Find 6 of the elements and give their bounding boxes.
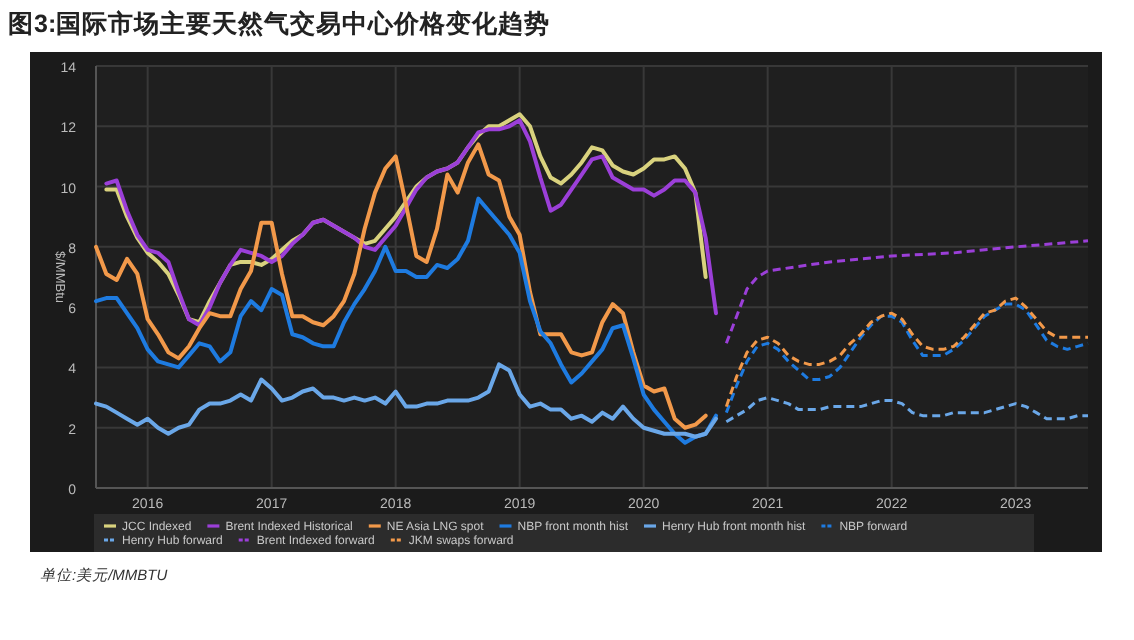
line-series [94,142,708,430]
line-series [724,396,1090,424]
chart-title: 图3:国际市场主要天然气交易中心价格变化趋势 [8,8,551,38]
line-series [94,196,718,445]
line-series [724,239,1090,345]
line-series [94,362,718,439]
